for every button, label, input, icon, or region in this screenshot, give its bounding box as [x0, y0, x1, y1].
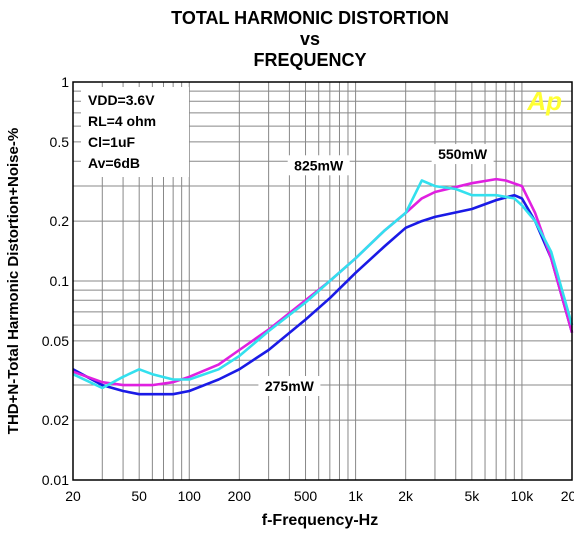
y-tick-label: 0.1	[50, 273, 70, 289]
chart-title-line-2: vs	[299, 29, 321, 49]
x-tick-label: 5k	[464, 488, 480, 504]
annotation-label: 275mW	[265, 378, 315, 394]
y-tick-label: 0.05	[42, 333, 69, 349]
y-tick-label: 0.2	[50, 213, 70, 229]
condition-text: Av=6dB	[88, 155, 140, 171]
chart-title-line-1: TOTAL HARMONIC DISTORTION	[171, 8, 449, 28]
x-tick-label: 50	[131, 488, 147, 504]
y-axis-label: THD+N-Total Harmonic Distortion+Noise-%	[5, 127, 22, 435]
annotation-background	[431, 144, 494, 165]
x-tick-label: 1k	[348, 488, 364, 504]
y-tick-label: 0.02	[42, 412, 69, 428]
y-tick-label: 0.5	[50, 134, 70, 150]
y-tick-label: 0.01	[42, 472, 69, 488]
series-line-550mW	[72, 177, 574, 387]
x-axis-label: f-Frequency-Hz	[261, 512, 379, 529]
annotation-background	[258, 376, 321, 397]
series-line-275mW	[72, 193, 574, 396]
conditions-background	[81, 87, 189, 177]
x-tick-label: 2k	[398, 488, 414, 504]
conditions-box: VDD=3.6V RL=4 ohm Cl=1uF Av=6dB	[81, 87, 189, 177]
condition-text: RL=4 ohm	[88, 113, 156, 129]
x-tick-label: 100	[178, 488, 202, 504]
series-lines	[72, 177, 574, 396]
x-tick-label: 500	[294, 488, 318, 504]
condition-text: VDD=3.6V	[88, 92, 155, 108]
y-tick-label: 1	[61, 74, 69, 90]
annotation-label: 825mW	[294, 157, 344, 173]
series-line-825mW	[72, 179, 574, 390]
x-tick-label: 20k	[561, 488, 574, 504]
x-tick-label: 10k	[511, 488, 535, 504]
annotation-background	[287, 155, 350, 176]
x-tick-label: 20	[65, 488, 81, 504]
tick-labels: 20 50 100 200 500 1k 2k 5k 10k 20k 0.01 0.02 0.05 0.1…	[42, 74, 574, 504]
annotations: 825mW 550mW 275mW	[258, 144, 494, 397]
x-tick-label: 200	[228, 488, 252, 504]
chart-title-line-3: FREQUENCY	[253, 50, 367, 70]
plot-frame	[72, 81, 573, 481]
condition-text: Cl=1uF	[88, 134, 136, 150]
annotation-label: 550mW	[438, 146, 488, 162]
ap-logo: Ap	[526, 86, 562, 116]
